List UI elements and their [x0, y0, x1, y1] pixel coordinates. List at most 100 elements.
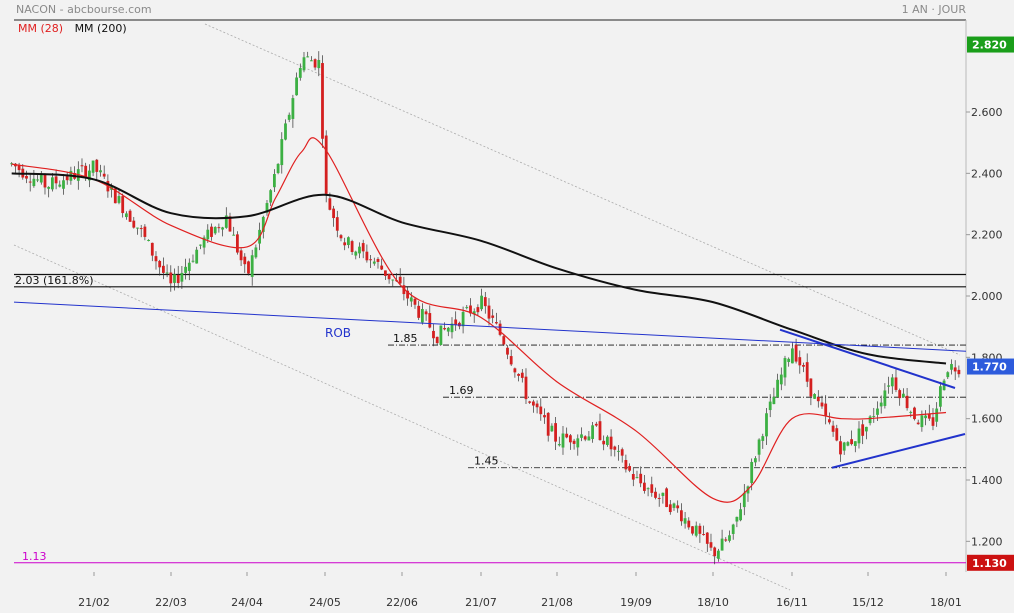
candle-body	[476, 307, 480, 313]
x-tick-label: 21/02	[78, 596, 110, 609]
candle-body	[10, 163, 14, 165]
low-price-badge-bg	[967, 554, 1014, 571]
candle-body	[761, 436, 765, 441]
candle-body	[87, 170, 91, 181]
candle-body	[139, 228, 143, 230]
candle-body	[380, 265, 384, 270]
candle-body	[938, 386, 942, 407]
x-tick-label: 22/06	[386, 596, 418, 609]
candle-body	[324, 135, 328, 194]
legend: MM (28) MM (200)	[18, 22, 135, 35]
candle-body	[147, 239, 150, 241]
level-label: 1.45	[474, 455, 499, 468]
candle-body	[816, 397, 820, 402]
candle-body	[39, 175, 43, 183]
candle-body	[239, 250, 243, 261]
candle-body	[450, 323, 454, 333]
candle-body	[443, 328, 446, 330]
candle-body	[646, 488, 650, 490]
candle-body	[117, 196, 121, 203]
candle-body	[531, 401, 535, 406]
y-tick-label: 1.400	[971, 474, 1003, 487]
candle-body	[250, 255, 254, 277]
candle-body	[335, 217, 339, 231]
y-tick-label: 1.200	[971, 535, 1003, 548]
candle-body	[705, 532, 709, 544]
candle-body	[435, 336, 439, 344]
candle-body	[110, 185, 113, 190]
candle-body	[605, 436, 609, 445]
candle-body	[17, 165, 21, 171]
candle-body	[898, 390, 902, 399]
candle-body	[165, 272, 169, 274]
candle-body	[132, 220, 136, 228]
candle-body	[398, 276, 402, 284]
candle-body	[694, 525, 698, 536]
candle-body	[702, 534, 705, 536]
candle-body	[383, 270, 387, 276]
candle-body	[853, 441, 857, 446]
last-price-badge: 1.770	[972, 361, 1007, 374]
candle-body	[339, 235, 343, 239]
candle-body	[576, 438, 580, 448]
candle-body	[494, 322, 498, 324]
candle-body	[213, 227, 217, 234]
candle-body	[631, 473, 635, 480]
x-tick-label: 21/08	[541, 596, 573, 609]
candle-body	[813, 394, 816, 399]
candle-body	[176, 274, 180, 284]
candle-body	[43, 174, 47, 188]
candle-body	[480, 295, 483, 310]
candle-body	[617, 450, 620, 452]
y-tick-label: 2.200	[971, 229, 1003, 242]
candle-body	[432, 330, 435, 339]
candle-body	[243, 256, 247, 265]
x-tick-label: 16/11	[776, 596, 808, 609]
candle-body	[676, 505, 680, 509]
candle-body	[358, 246, 361, 254]
low-price-badge: 1.130	[972, 557, 1007, 570]
candle-body	[513, 368, 517, 373]
candle-body	[783, 358, 787, 378]
candle-body	[905, 395, 909, 409]
candle-body	[361, 243, 365, 252]
candle-body	[391, 279, 395, 281]
candle-body	[498, 323, 502, 335]
channel-upper	[204, 23, 961, 356]
candle-body	[465, 307, 469, 309]
candle-body	[54, 176, 58, 184]
candle-body	[931, 417, 935, 426]
candle-body	[62, 180, 65, 189]
x-axis: 21/02 22/03 24/04 24/05 22/06 21/07 21/08 19/09…	[78, 572, 962, 609]
rob-trend-line	[13, 301, 967, 352]
candle-body	[406, 290, 409, 299]
candle-body	[32, 178, 36, 187]
candle-body	[487, 305, 491, 319]
candle-body	[857, 428, 861, 444]
candle-body	[668, 504, 672, 513]
candle-body	[221, 227, 224, 230]
candle-body	[261, 216, 265, 232]
candle-body	[409, 297, 413, 302]
trend-channels	[13, 23, 961, 591]
candle-body	[420, 309, 424, 323]
candle-body	[150, 242, 154, 256]
candle-body	[491, 315, 495, 318]
candle-body	[698, 525, 702, 534]
candle-body	[824, 403, 828, 416]
x-tick-label: 24/05	[309, 596, 341, 609]
candle-body	[121, 196, 125, 214]
candle-body	[287, 114, 291, 120]
candle-body	[402, 285, 406, 295]
candle-body	[679, 510, 683, 522]
candle-body	[295, 77, 298, 96]
candle-body	[472, 311, 476, 315]
candle-body	[535, 403, 539, 408]
ma-200-line	[11, 172, 947, 365]
y-tick-label: 2.600	[971, 106, 1003, 119]
triangle-lower	[831, 433, 966, 469]
candle-body	[839, 441, 842, 455]
candle-body	[876, 408, 879, 415]
candle-body	[846, 442, 850, 446]
x-tick-label: 21/07	[465, 596, 497, 609]
